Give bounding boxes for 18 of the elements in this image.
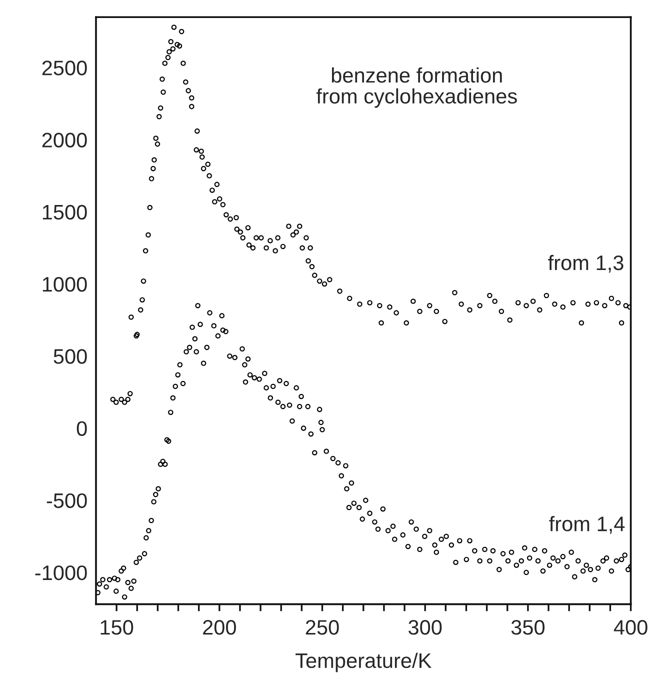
x-tick-label: 400: [614, 620, 648, 635]
x-tick-label: 250: [306, 620, 339, 635]
series-label: from 1,3: [548, 254, 624, 273]
y-tick-label: -500: [46, 493, 87, 508]
y-tick-label: 500: [54, 349, 87, 364]
y-tick-label: 1500: [42, 204, 87, 220]
y-tick-label: -1000: [35, 565, 87, 580]
y-tick-label: 2000: [42, 132, 87, 148]
x-tick-label: 300: [408, 620, 442, 635]
x-axis-title: Temperature/K: [296, 652, 432, 672]
series-label: from 1,4: [549, 516, 625, 534]
x-tick-label: 350: [511, 620, 545, 635]
y-tick-label: 2500: [42, 60, 87, 76]
annotation: benzene formation from cyclohexadienes: [316, 67, 517, 108]
x-tick-label: 200: [203, 620, 236, 635]
x-tick-label: 150: [100, 620, 134, 635]
y-tick-label: 1000: [42, 276, 87, 292]
y-tick-label: 0: [76, 421, 87, 436]
